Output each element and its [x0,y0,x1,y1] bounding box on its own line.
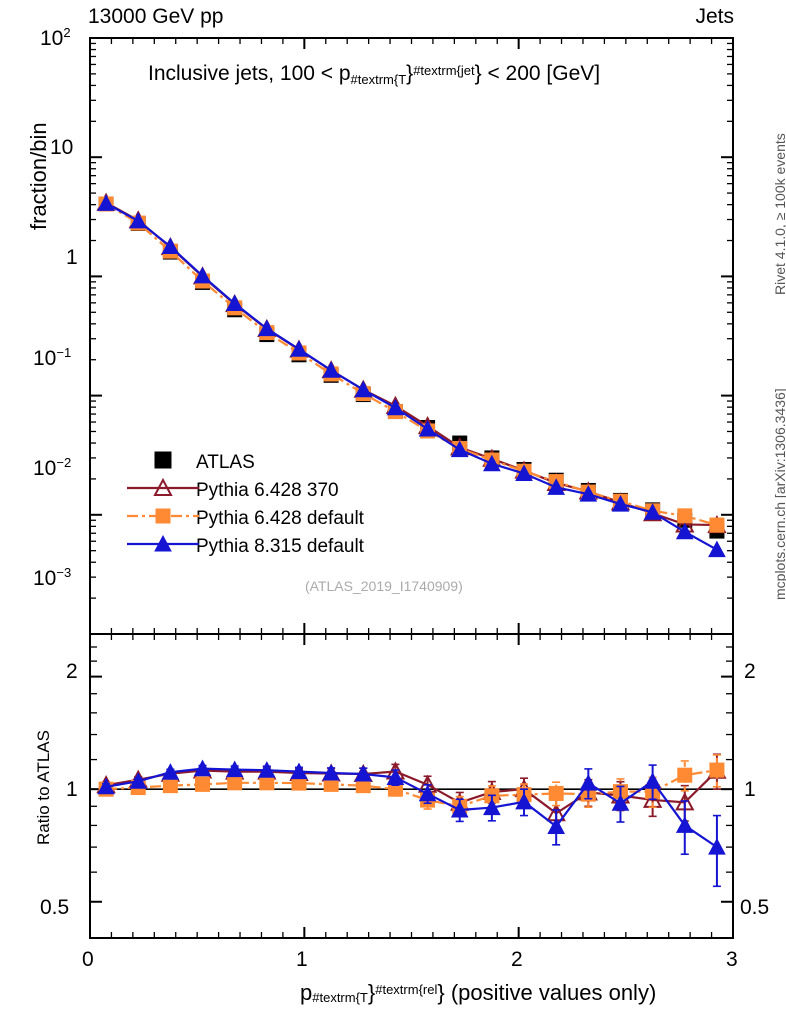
title-brace2: } [474,62,482,85]
xtick-1: 1 [296,948,308,971]
xlabel-brace2: } [437,980,445,1005]
legend-label-atlas: ATLAS [196,452,255,473]
title-subscript: #textrm{T [350,72,407,87]
title-brace1: } [406,62,414,85]
xtick-2: 2 [511,948,523,971]
ratio-ytick-1-left: 1 [66,778,78,801]
plot-title: Inclusive jets, 100 < p #textrm{T #textr… [148,62,601,87]
title-superscript: #textrm{jet [413,63,475,78]
main-ytick-1e-1: 10−1 [33,345,72,370]
ratio-ytick-05-right: 0.5 [740,896,770,919]
ratio-panel-data [90,753,733,888]
main-ytick-1: 1 [66,246,78,269]
legend-label-pythia6-default: Pythia 6.428 default [196,508,364,529]
xlabel-tail: (positive values only) [444,980,657,1005]
main-panel-data [96,192,727,558]
plot-frames [89,37,734,939]
header-left: 13000 GeV pp [88,5,224,28]
main-ytick-10: 10 [50,136,74,159]
xtick-0: 0 [82,948,94,971]
title-part2: < 200 [GeV] [481,62,601,85]
main-ytick-1e2: 102 [40,25,71,50]
legend-markers [127,451,199,552]
xlabel-superscript: #textrm{rel [375,982,438,997]
ratio-ytick-2-right: 2 [744,660,756,683]
xlabel-subscript: #textrm{T [312,990,368,1005]
main-ytick-1e-3: 10−3 [33,565,72,590]
ratio-ytick-2-left: 2 [66,660,78,683]
watermark: (ATLAS_2019_I1740909) [305,578,463,594]
xtick-3: 3 [726,948,738,971]
x-axis-label: p #textrm{T #textrm{T } #textrm{rel #tex… [300,980,656,1006]
xlabel-brace1: } [367,980,376,1005]
legend-label-pythia6-370: Pythia 6.428 370 [196,480,339,501]
legend-label-pythia8-default: Pythia 8.315 default [196,536,364,557]
title-part1: Inclusive jets, 100 < p [148,62,351,85]
header-right: Jets [695,5,734,28]
xlabel-p: p [300,980,313,1005]
ratio-ytick-1-right: 1 [744,778,756,801]
ratio-ytick-05-left: 0.5 [40,896,70,919]
main-ytick-1e-2: 10−2 [33,455,72,480]
